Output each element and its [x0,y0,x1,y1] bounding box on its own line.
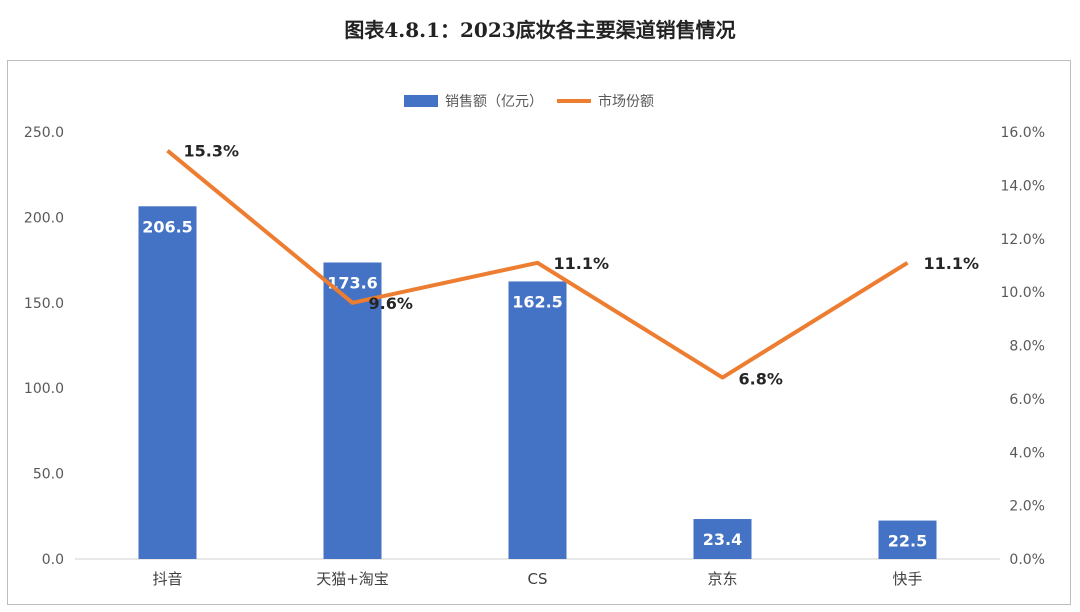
category-label: 天猫+淘宝 [316,570,389,588]
bar-value-label: 162.5 [512,292,563,311]
category-label: 京东 [707,570,737,588]
right-tick-label: 2.0% [1009,499,1045,515]
bars [138,206,937,559]
bar [138,206,197,559]
right-tick-label: 10.0% [1001,285,1045,301]
bar [508,281,567,559]
right-tick-label: 6.0% [1009,392,1045,408]
right-tick-label: 14.0% [1001,178,1045,194]
bar-value-label: 22.5 [888,532,927,551]
share-value-label: 9.6% [369,294,413,313]
legend: 销售额（亿元） 市场份额 [404,93,654,110]
line-labels: 15.3% 9.6% 11.1% 6.8% 11.1% [184,142,980,389]
left-tick-label: 250.0 [24,125,64,141]
chart-title: 图表4.8.1：2023底妆各主要渠道销售情况 [344,18,736,42]
left-tick-label: 50.0 [33,467,64,483]
left-tick-label: 200.0 [24,210,64,226]
category-label: 抖音 [152,570,182,588]
bar-labels: 206.5 173.6 162.5 23.4 22.5 [142,217,927,550]
chart-frame [7,60,1071,605]
legend-label-sales: 销售额（亿元） [445,94,543,110]
left-axis: 0.0 50.0 100.0 150.0 200.0 250.0 [24,125,64,568]
category-label: CS [528,570,548,588]
left-tick-label: 150.0 [24,296,64,312]
share-value-label: 15.3% [184,142,240,161]
category-label: 快手 [892,570,922,588]
bar [693,519,752,559]
category-labels: 抖音 天猫+淘宝 CS 京东 快手 [152,570,922,588]
share-value-label: 11.1% [554,254,610,273]
right-tick-label: 8.0% [1009,339,1045,355]
share-value-label: 11.1% [924,254,980,273]
share-value-label: 6.8% [739,370,783,389]
right-tick-label: 16.0% [1001,125,1045,141]
left-tick-label: 100.0 [24,381,64,397]
bar-value-label: 206.5 [142,217,193,236]
bar [878,520,937,559]
legend-swatch-bar [404,95,438,107]
right-tick-label: 12.0% [1001,232,1045,248]
right-tick-label: 0.0% [1009,552,1045,568]
bar [323,262,382,559]
right-tick-label: 4.0% [1009,445,1045,461]
legend-label-share: 市场份额 [598,93,654,110]
left-tick-label: 0.0 [42,552,64,568]
bar-value-label: 173.6 [327,273,378,292]
right-axis: 0.0% 2.0% 4.0% 6.0% 8.0% 10.0% 12.0% 14.0% 16.0% [1001,125,1045,568]
share-line [166,149,909,380]
bar-value-label: 23.4 [703,530,742,549]
